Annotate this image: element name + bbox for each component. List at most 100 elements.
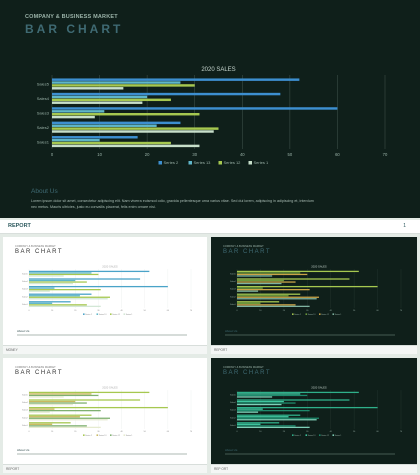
- x-tick-label: 40: [330, 431, 332, 433]
- legend-swatch: [292, 313, 294, 315]
- x-tick-label: 40: [121, 310, 123, 312]
- bar: [237, 282, 282, 285]
- category-label: Sales4: [37, 96, 50, 101]
- bar: [237, 290, 259, 292]
- legend-swatch: [83, 434, 85, 436]
- thumb-footer: REPORT: [3, 464, 207, 473]
- bar: [237, 403, 282, 406]
- thumbnail-1[interactable]: COMPANY & BUSINESS MARKET BAR CHART 2020…: [3, 237, 207, 354]
- legend-swatch: [319, 313, 321, 315]
- bar: [237, 285, 378, 288]
- chart-title: 2020 SALES: [102, 385, 118, 389]
- category-label: Sales2: [230, 417, 236, 419]
- category-label: Sales3: [230, 289, 236, 291]
- report-label: REPORT: [8, 223, 31, 229]
- bar: [29, 293, 92, 295]
- x-tick-label: 50: [144, 431, 146, 433]
- thumb-about-text: [17, 453, 187, 455]
- bar: [29, 423, 53, 425]
- bar: [237, 423, 261, 425]
- thumb-footer: MONEY: [3, 345, 207, 354]
- thumb-title: BAR CHART: [223, 370, 272, 376]
- legend-label: Series 12: [321, 435, 329, 437]
- x-tick-label: 10: [97, 152, 102, 157]
- bar: [29, 419, 108, 421]
- x-tick-label: 70: [190, 310, 192, 312]
- category-label: Sales4: [22, 281, 28, 283]
- legend-swatch: [218, 161, 222, 165]
- legend-swatch: [83, 313, 85, 315]
- bar: [237, 414, 301, 416]
- category-label: Sales3: [37, 111, 50, 116]
- category-label: Sales5: [22, 273, 28, 275]
- thumbnail-4[interactable]: COMPANY & BUSINESS MARKET BAR CHART 2020…: [211, 358, 417, 473]
- bar: [237, 298, 317, 300]
- legend-label: Series 13: [308, 435, 316, 437]
- about-title: About Us: [31, 188, 58, 195]
- bar: [52, 113, 200, 116]
- legend-label: Series 2: [85, 435, 92, 437]
- bar: [29, 403, 73, 406]
- slide-subtitle: COMPANY & BUSINESS MARKET: [25, 14, 118, 20]
- bar: [29, 270, 150, 273]
- bar: [237, 293, 301, 295]
- x-tick-label: 60: [167, 431, 169, 433]
- bar: [52, 144, 200, 148]
- bar: [29, 275, 64, 277]
- thumb-footer-label: REPORT: [214, 348, 228, 352]
- about-text-line2: nec metus. Mauris ultricies, justo eu co…: [31, 205, 156, 209]
- bar: [237, 426, 310, 429]
- bar: [237, 287, 263, 289]
- legend-label: Series 1: [254, 160, 269, 165]
- bar: [237, 301, 280, 303]
- bar: [29, 416, 80, 418]
- category-label: Sales4: [230, 281, 236, 283]
- bar: [52, 138, 100, 142]
- bar: [237, 399, 350, 401]
- bar: [29, 290, 50, 292]
- bar: [29, 298, 108, 300]
- bar: [29, 426, 101, 429]
- x-tick-label: 50: [353, 431, 355, 433]
- bar: [237, 394, 308, 397]
- chart-title: 2020 SALES: [311, 385, 327, 389]
- x-tick-label: 70: [383, 152, 388, 157]
- bar: [52, 136, 138, 139]
- bar: [52, 121, 181, 125]
- bar: [29, 399, 141, 401]
- legend-swatch: [96, 313, 99, 315]
- legend-label: Series 13: [194, 160, 212, 165]
- bar: [237, 411, 259, 413]
- chart-title: 2020 SALES: [102, 264, 118, 268]
- bar: [237, 393, 301, 395]
- bar: [29, 305, 101, 308]
- bar: [29, 408, 55, 410]
- x-tick-label: 20: [74, 310, 76, 312]
- x-tick-label: 60: [377, 310, 379, 312]
- main-slide: COMPANY & BUSINESS MARKET BAR CHART 2020…: [0, 0, 420, 218]
- thumbnail-bar-chart: 2020 SALES 0 10 20 30 40 50 60 70 Sales5 Sales4 Sal…: [22, 264, 192, 315]
- legend-swatch: [305, 313, 308, 315]
- bar: [29, 417, 110, 419]
- legend-swatch: [158, 161, 162, 165]
- thumbnail-3[interactable]: COMPANY & BUSINESS MARKET BAR CHART 2020…: [3, 358, 207, 473]
- legend-label: Series 2: [294, 435, 301, 437]
- thumb-about-text: [225, 453, 395, 455]
- bar: [52, 92, 281, 96]
- bar: [29, 402, 87, 404]
- x-tick-label: 0: [28, 431, 29, 433]
- category-label: Sales4: [22, 402, 28, 404]
- bar: [29, 273, 99, 276]
- bar: [237, 419, 317, 421]
- category-label: Sales1: [230, 425, 236, 427]
- bar: [237, 400, 284, 403]
- thumb-footer-label: REPORT: [6, 467, 20, 471]
- bar: [52, 110, 105, 113]
- x-tick-label: 50: [288, 152, 293, 157]
- thumbnail-2[interactable]: COMPANY & BUSINESS MARKET BAR CHART 2020…: [211, 237, 417, 354]
- legend-swatch: [123, 313, 126, 315]
- bar: [237, 391, 359, 394]
- bar: [29, 279, 76, 282]
- bar: [237, 273, 308, 276]
- bar: [52, 81, 181, 84]
